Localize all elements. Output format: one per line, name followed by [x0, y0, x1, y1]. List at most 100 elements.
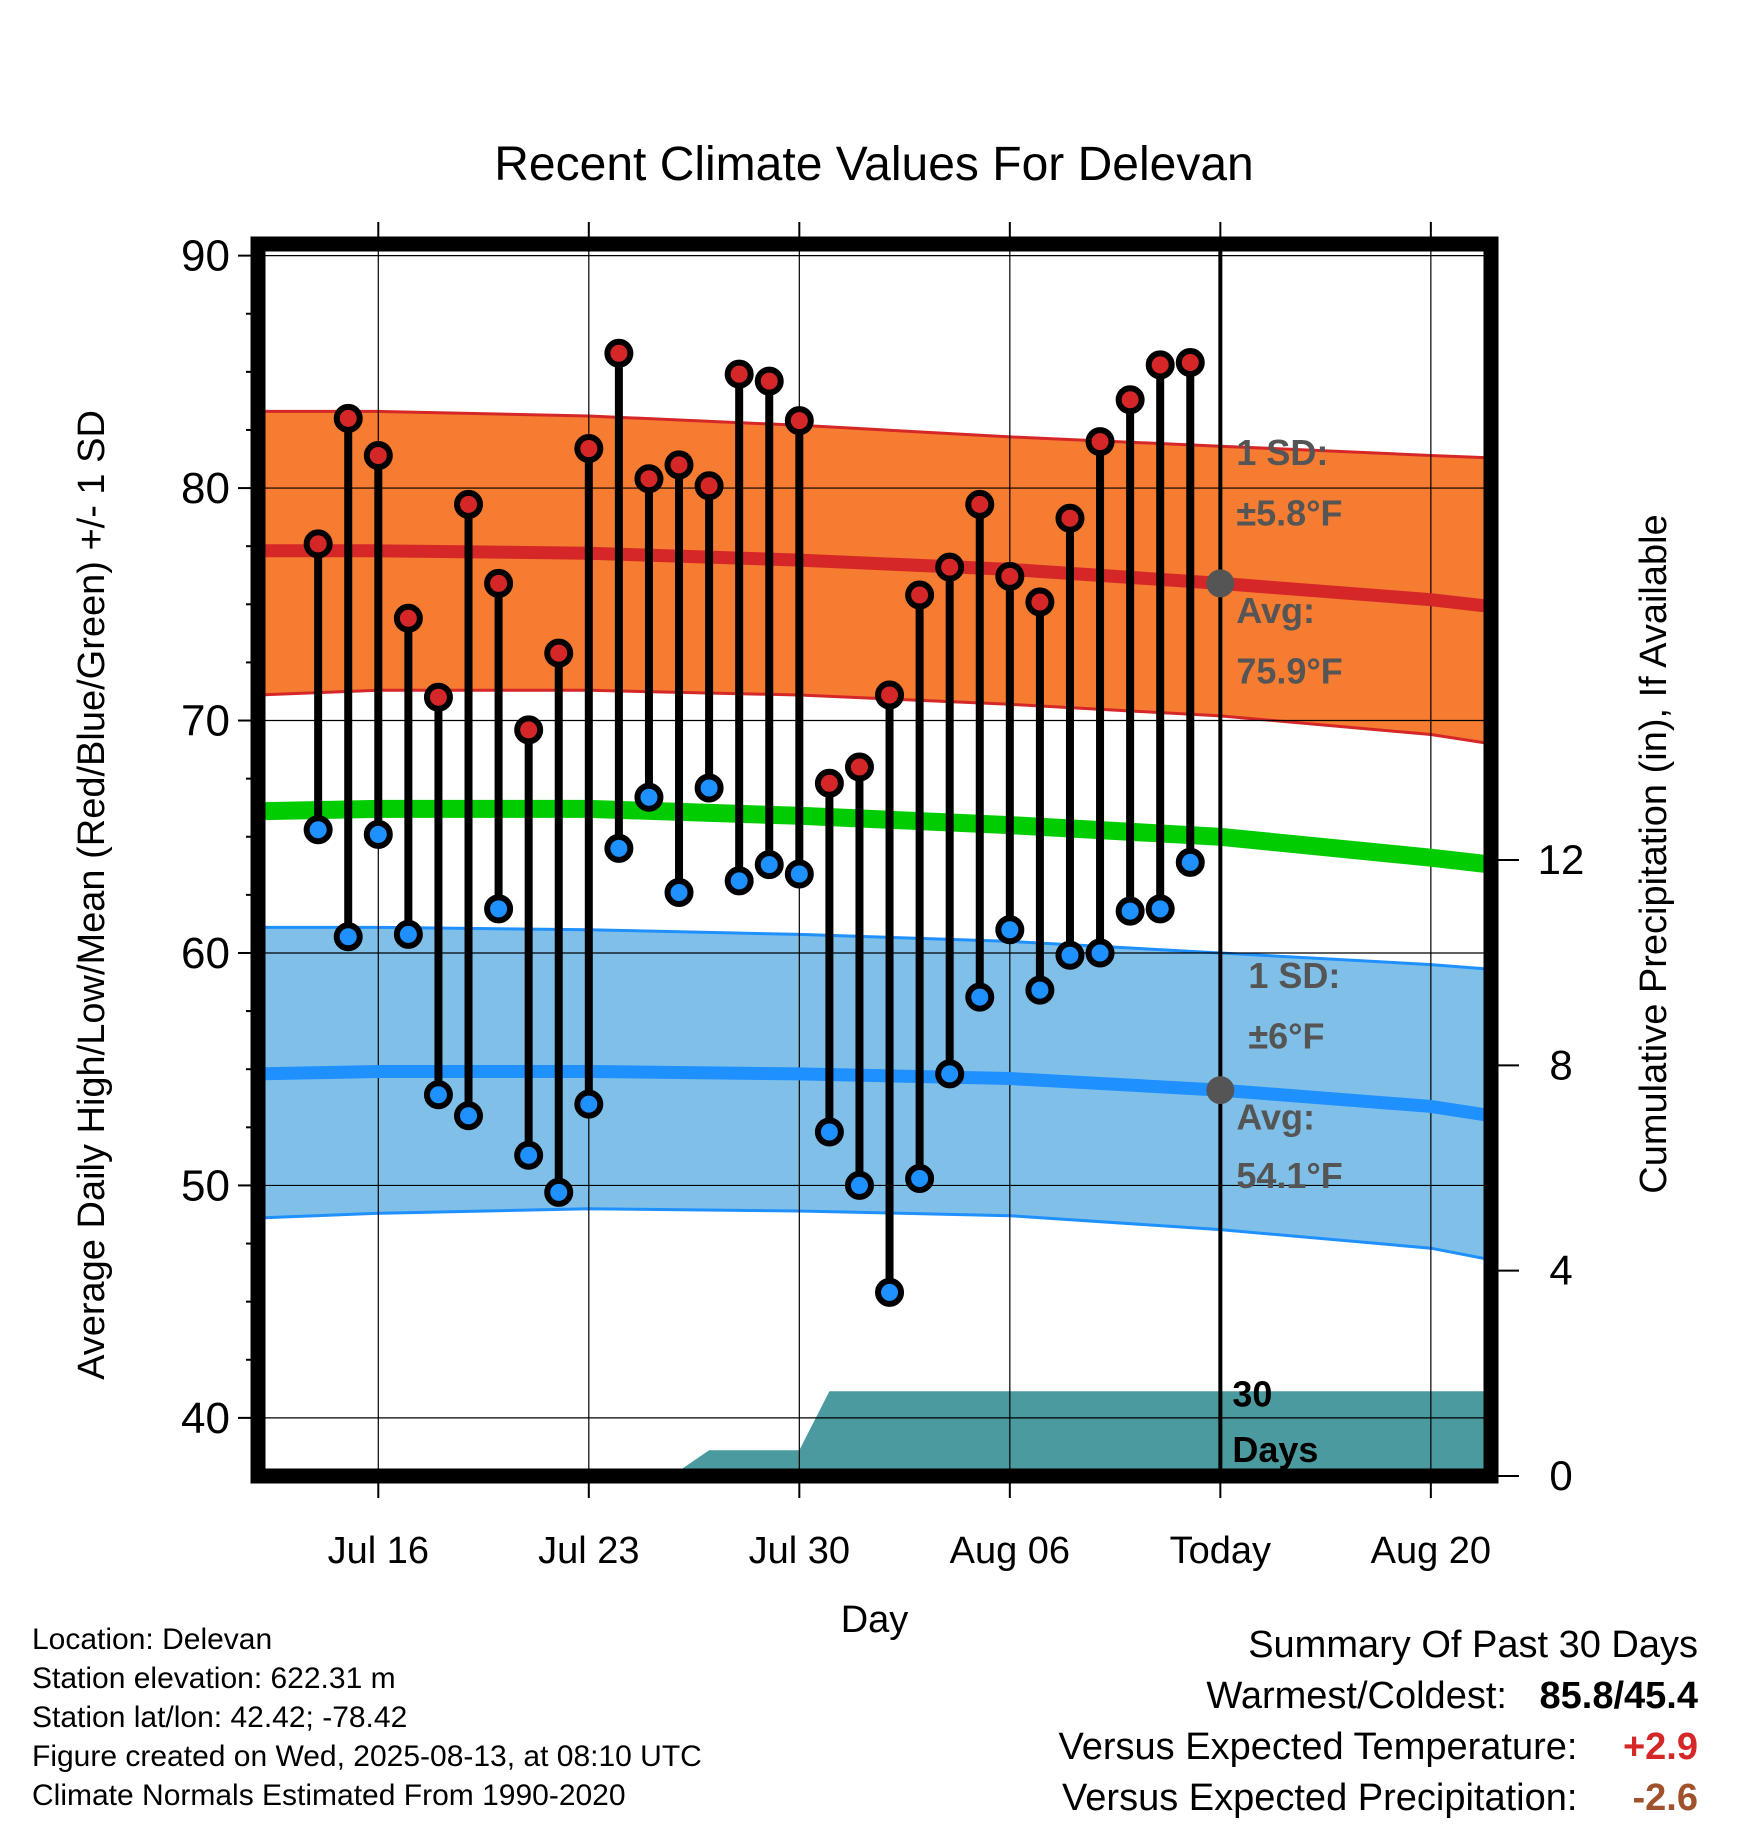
daily-high-point	[1145, 350, 1175, 380]
created-text: Figure created on Wed, 2025-08-13, at 08…	[32, 1740, 702, 1773]
y-tick-label: 80	[181, 464, 230, 513]
y-tick-label: 40	[181, 1394, 230, 1443]
daily-high-point	[664, 450, 694, 480]
daily-low-point	[574, 1089, 604, 1119]
daily-low-point	[995, 915, 1025, 945]
daily-high-point	[634, 464, 664, 494]
daily-high-point	[784, 406, 814, 436]
y-tick-label: 90	[181, 232, 230, 281]
daily-low-point	[333, 922, 363, 952]
y-axis-title: Average Daily High/Low/Mean (Red/Blue/Gr…	[71, 410, 113, 1380]
daily-low-point	[1025, 975, 1055, 1005]
daily-high-point	[303, 529, 333, 559]
daily-low-point	[965, 982, 995, 1012]
daily-low-point	[303, 815, 333, 845]
low-sd-band	[258, 927, 1491, 1260]
daily-low-point	[454, 1101, 484, 1131]
daily-high-point	[844, 752, 874, 782]
low-normal-line	[258, 1065, 1491, 1123]
daily-low-point	[1115, 896, 1145, 926]
daily-low-point	[875, 1277, 905, 1307]
daily-high-point	[363, 441, 393, 471]
mean-normal-line	[258, 799, 1491, 874]
x-tick-label: Jul 30	[749, 1530, 850, 1572]
days-word-label: Days	[1232, 1429, 1318, 1470]
daily-high-point	[875, 680, 905, 710]
daily-low-point	[363, 819, 393, 849]
daily-low-point	[1175, 847, 1205, 877]
daily-low-point	[544, 1177, 574, 1207]
daily-high-point	[333, 403, 363, 433]
x-tick-label: Jul 16	[328, 1530, 429, 1572]
daily-low-point	[514, 1140, 544, 1170]
daily-low-point	[935, 1059, 965, 1089]
warmest-coldest-label: Warmest/Coldest:	[1206, 1675, 1507, 1717]
x-tick-label: Today	[1170, 1530, 1271, 1572]
days-count-label: 30	[1232, 1373, 1272, 1414]
y-tick-label: 70	[181, 697, 230, 746]
high-sd-label: 1 SD:	[1236, 432, 1328, 473]
plot-area: 1 SD: ±5.8°F Avg: 75.9°F 1 SD: ±6°F Avg: 54.1°F…	[71, 222, 1675, 1641]
plot-content	[258, 244, 1491, 1476]
x-axis-title: Day	[841, 1599, 909, 1641]
daily-high-point	[544, 638, 574, 668]
high-avg-today-marker	[1206, 569, 1235, 598]
daily-high-point	[514, 715, 544, 745]
daily-high-point	[935, 552, 965, 582]
daily-low-point	[1145, 894, 1175, 924]
precip-departure-value: -2.6	[1632, 1777, 1698, 1819]
x-tick-label: Aug 20	[1371, 1530, 1491, 1572]
high-avg-value: 75.9°F	[1236, 650, 1342, 691]
low-sd-value: ±6°F	[1248, 1015, 1324, 1056]
high-band-lower-edge	[258, 688, 1491, 746]
location-text: Location: Delevan	[32, 1623, 273, 1656]
daily-low-point	[393, 919, 423, 949]
station-info: Location: Delevan Station elevation: 622…	[32, 1620, 702, 1815]
y2-tick-label: 4	[1549, 1247, 1572, 1294]
daily-high-point	[604, 338, 634, 368]
daily-high-point	[1055, 503, 1085, 533]
daily-high-point	[694, 471, 724, 501]
daily-low-point	[1085, 938, 1115, 968]
high-normal-line	[258, 544, 1491, 614]
low-band-lower-edge	[258, 1207, 1491, 1262]
high-band-upper-edge	[258, 409, 1491, 460]
daily-high-point	[1115, 385, 1145, 415]
daily-low-point	[634, 782, 664, 812]
daily-low-point	[814, 1117, 844, 1147]
daily-high-point	[393, 603, 423, 633]
warmest-coldest-value: 85.8/45.4	[1539, 1675, 1698, 1717]
precip-departure-row: Versus Expected Precipitation: -2.6	[1059, 1773, 1698, 1824]
daily-low-point	[423, 1080, 453, 1110]
daily-high-point	[905, 580, 935, 610]
daily-high-point	[754, 366, 784, 396]
summary-title: Summary Of Past 30 Days	[1248, 1624, 1698, 1666]
y2-axis-title: Cumulative Precipitation (in), If Availa…	[1633, 514, 1675, 1193]
daily-high-point	[724, 359, 754, 389]
daily-low-point	[905, 1163, 935, 1193]
temp-departure-label: Versus Expected Temperature:	[1058, 1726, 1578, 1768]
y-tick-label: 50	[181, 1161, 230, 1210]
daily-high-point	[1025, 587, 1055, 617]
y2-tick-label: 0	[1549, 1452, 1572, 1499]
daily-high-point	[995, 561, 1025, 591]
daily-high-point	[814, 768, 844, 798]
low-sd-label: 1 SD:	[1248, 955, 1340, 996]
x-tick-label: Jul 23	[538, 1530, 639, 1572]
daily-low-point	[664, 878, 694, 908]
latlon-text: Station lat/lon: 42.42; -78.42	[32, 1701, 408, 1734]
plot-frame	[250, 236, 1499, 1484]
low-avg-value: 54.1°F	[1236, 1155, 1342, 1196]
precip-departure-label: Versus Expected Precipitation:	[1062, 1777, 1578, 1819]
temp-departure-value: +2.9	[1622, 1726, 1698, 1768]
y-tick-label: 60	[181, 929, 230, 978]
daily-low-point	[1055, 940, 1085, 970]
x-tick-label: Aug 06	[950, 1530, 1070, 1572]
daily-high-point	[423, 682, 453, 712]
summary-panel: Summary Of Past 30 Days Warmest/Coldest:…	[1059, 1620, 1698, 1824]
daily-low-point	[724, 866, 754, 896]
daily-high-point	[1085, 427, 1115, 457]
daily-high-point	[574, 434, 604, 464]
daily-high-point	[454, 489, 484, 519]
